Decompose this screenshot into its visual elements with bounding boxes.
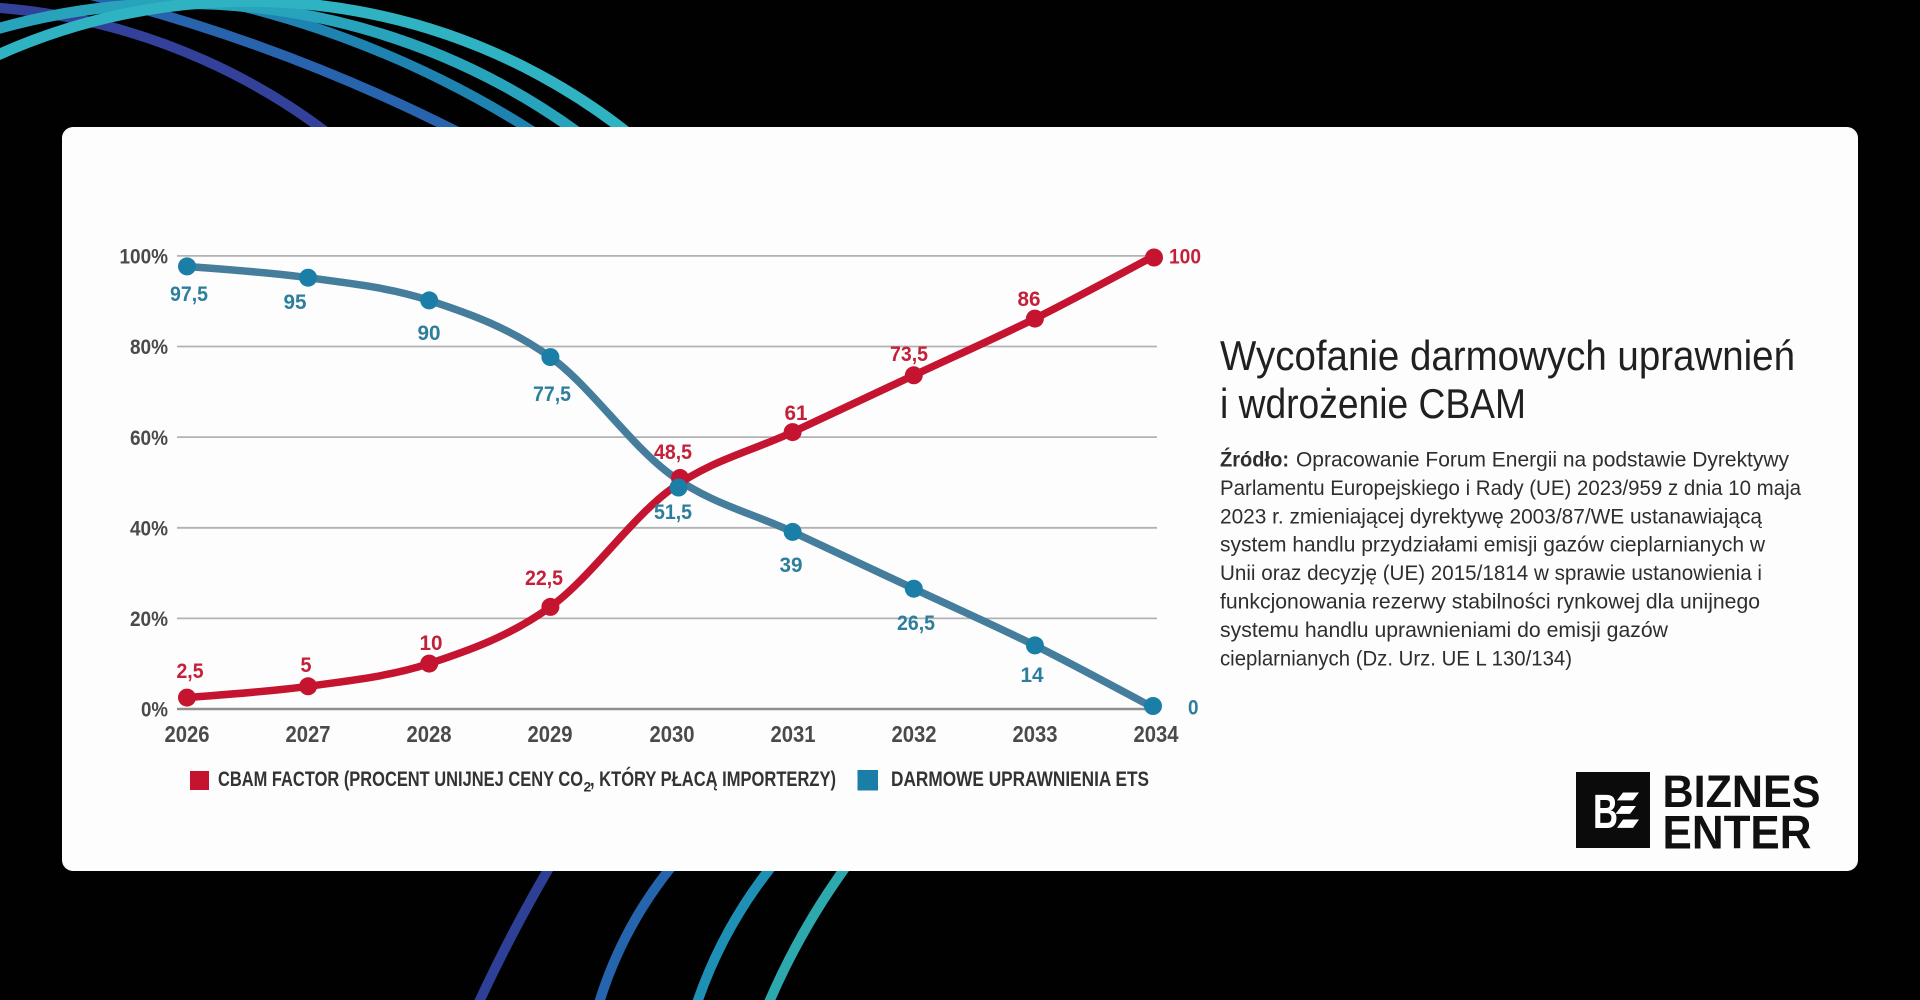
svg-text:26,5: 26,5 <box>897 612 935 635</box>
svg-text:2028: 2028 <box>407 721 452 747</box>
svg-text:48,5: 48,5 <box>654 441 692 464</box>
svg-text:2034: 2034 <box>1134 721 1179 747</box>
svg-text:Wycofanie darmowych uprawnień: Wycofanie darmowych uprawnień <box>1220 332 1795 379</box>
svg-text:86: 86 <box>1018 288 1041 311</box>
svg-text:51,5: 51,5 <box>654 501 692 524</box>
svg-text:2023 r. zmieniającej dyrektywę: 2023 r. zmieniającej dyrektywę 2003/87/W… <box>1220 505 1762 528</box>
svg-text:2031: 2031 <box>771 721 816 747</box>
svg-text:2,5: 2,5 <box>177 660 204 683</box>
svg-text:, KTÓRY PŁACĄ IMPORTERZY): , KTÓRY PŁACĄ IMPORTERZY) <box>590 767 836 791</box>
svg-text:CBAM FACTOR (PROCENT UNIJNEJ C: CBAM FACTOR (PROCENT UNIJNEJ CENY CO <box>218 768 583 791</box>
svg-text:40%: 40% <box>130 518 168 541</box>
svg-text:2030: 2030 <box>650 721 695 747</box>
svg-text:system handlu przydziałami emi: system handlu przydziałami emisji gazów … <box>1220 534 1766 557</box>
svg-text:Opracowanie Forum Energii na p: Opracowanie Forum Energii na podstawie D… <box>1296 449 1789 472</box>
svg-text:77,5: 77,5 <box>533 383 571 406</box>
svg-text:10: 10 <box>420 632 443 655</box>
svg-text:95: 95 <box>284 291 307 314</box>
svg-text:2032: 2032 <box>892 721 937 747</box>
svg-text:B: B <box>1593 786 1618 839</box>
svg-text:ENTER: ENTER <box>1663 807 1812 860</box>
svg-text:Parlamentu Europejskiego i Rad: Parlamentu Europejskiego i Rady (UE) 202… <box>1220 477 1801 500</box>
svg-text:0%: 0% <box>141 699 168 722</box>
svg-text:2027: 2027 <box>286 721 331 747</box>
svg-text:61: 61 <box>785 402 808 425</box>
svg-text:0: 0 <box>1188 697 1199 720</box>
svg-text:2033: 2033 <box>1013 721 1058 747</box>
svg-text:i wdrożenie CBAM: i wdrożenie CBAM <box>1220 380 1526 427</box>
svg-text:Źródło:: Źródło: <box>1220 449 1289 472</box>
svg-text:cieplarnianych (Dz. Urz. UE L: cieplarnianych (Dz. Urz. UE L 130/134) <box>1220 647 1572 670</box>
svg-text:60%: 60% <box>130 427 168 450</box>
svg-text:80%: 80% <box>130 336 168 359</box>
svg-text:73,5: 73,5 <box>890 343 928 366</box>
svg-text:90: 90 <box>418 322 441 345</box>
svg-text:2026: 2026 <box>165 721 210 747</box>
svg-text:39: 39 <box>780 554 803 577</box>
svg-text:100: 100 <box>1169 246 1201 269</box>
svg-text:100%: 100% <box>120 246 169 269</box>
svg-text:14: 14 <box>1021 664 1044 687</box>
svg-text:systemu handlu uprawnieniami d: systemu handlu uprawnieniami do emisji g… <box>1220 619 1669 642</box>
svg-text:20%: 20% <box>130 608 168 631</box>
svg-text:2: 2 <box>584 779 592 795</box>
svg-text:2029: 2029 <box>528 721 573 747</box>
svg-text:22,5: 22,5 <box>525 567 563 590</box>
svg-text:funkcjonowania rezerwy stabiln: funkcjonowania rezerwy stabilności rynko… <box>1220 591 1760 614</box>
svg-text:DARMOWE UPRAWNIENIA ETS: DARMOWE UPRAWNIENIA ETS <box>891 768 1149 791</box>
svg-text:Unii oraz decyzję (UE) 2015/18: Unii oraz decyzję (UE) 2015/1814 w spraw… <box>1220 562 1762 585</box>
svg-text:97,5: 97,5 <box>170 283 208 306</box>
svg-text:5: 5 <box>301 654 312 677</box>
svg-text:BIZNES: BIZNES <box>1663 766 1821 817</box>
